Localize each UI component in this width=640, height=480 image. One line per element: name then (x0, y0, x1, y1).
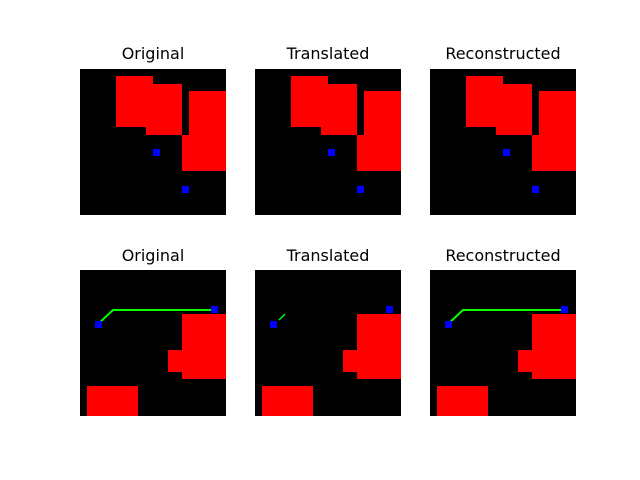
obstacle (496, 84, 532, 135)
panel-translated-1 (255, 69, 401, 215)
panel-reconstructed-1 (430, 69, 576, 215)
marker (182, 186, 189, 193)
panel-title-r2c2: Translated (286, 246, 370, 265)
obstacle (321, 84, 357, 135)
obstacle (87, 386, 138, 416)
obstacle (357, 314, 401, 379)
obstacle (182, 314, 226, 379)
marker (532, 186, 539, 193)
marker (211, 306, 218, 313)
obstacle (189, 91, 226, 135)
panel-translated-2-canvas (262, 306, 401, 416)
obstacle (357, 135, 401, 171)
panel-reconstructed-2-canvas (437, 306, 576, 416)
obstacle (364, 91, 401, 135)
panel-translated-2 (255, 270, 401, 416)
obstacle (168, 350, 184, 372)
obstacle (262, 386, 313, 416)
marker (153, 149, 160, 156)
obstacle (146, 84, 182, 135)
obstacle (532, 135, 576, 171)
obstacle (182, 135, 226, 171)
panel-title-r2c1: Original (121, 246, 185, 265)
path-line (97, 309, 215, 325)
panel-title-r1c3: Reconstructed (445, 44, 561, 63)
path-line (278, 313, 286, 321)
marker (95, 321, 102, 328)
panel-translated-1-canvas (291, 76, 401, 193)
panel-title-r1c1: Original (121, 44, 185, 63)
obstacle (539, 91, 576, 135)
obstacle (437, 386, 488, 416)
marker (386, 306, 393, 313)
obstacle (518, 350, 534, 372)
panel-original-1 (80, 69, 226, 215)
marker (503, 149, 510, 156)
panel-original-2-canvas (87, 306, 226, 416)
panel-reconstructed-2 (430, 270, 576, 416)
marker (357, 186, 364, 193)
panel-original-2 (80, 270, 226, 416)
panel-reconstructed-1-canvas (466, 76, 576, 193)
panel-title-r1c2: Translated (286, 44, 370, 63)
marker (328, 149, 335, 156)
marker (561, 306, 568, 313)
obstacle (532, 314, 576, 379)
marker (270, 321, 277, 328)
panel-original-1-canvas (116, 76, 226, 193)
obstacle (343, 350, 359, 372)
marker (445, 321, 452, 328)
panel-title-r2c3: Reconstructed (445, 246, 561, 265)
